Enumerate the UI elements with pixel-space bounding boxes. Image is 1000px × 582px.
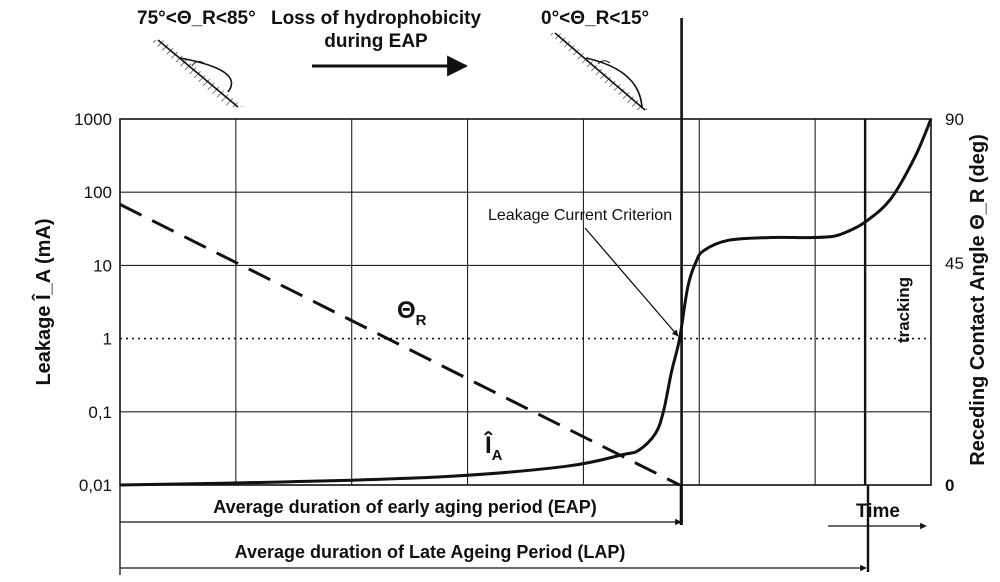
loss-line1: Loss of hydrophobicity bbox=[271, 8, 481, 29]
left-tick-label: 0,1 bbox=[88, 403, 112, 422]
time-label: Time bbox=[856, 501, 900, 522]
plot-frame bbox=[119, 118, 932, 486]
tracking-label: tracking bbox=[894, 277, 913, 343]
theta-r-dashed-line bbox=[119, 203, 681, 487]
droplet-after-icon bbox=[548, 32, 649, 111]
current-label: ÎA bbox=[484, 431, 503, 464]
lap-label: Average duration of Late Ageing Period (… bbox=[235, 542, 626, 562]
left-axis-title: Leakage Î_A (mA) bbox=[31, 218, 55, 385]
criterion-label: Leakage Current Criterion bbox=[488, 207, 672, 224]
left-tick-label: 1000 bbox=[74, 110, 112, 129]
right-tick-label: 45 bbox=[945, 254, 964, 273]
left-tick-label: 100 bbox=[84, 183, 112, 202]
loss-line2: during EAP bbox=[324, 31, 428, 52]
left-tick-labels: 1000 100 10 1 0,1 0,01 bbox=[74, 110, 112, 495]
left-tick-label: 10 bbox=[93, 256, 112, 275]
criterion-arrow bbox=[584, 227, 679, 337]
angle-after-label: 0°<Θ_R<15° bbox=[541, 8, 649, 29]
leakage-current-curve bbox=[119, 118, 933, 487]
angle-before-label: 75°<Θ_R<85° bbox=[137, 8, 256, 29]
left-tick-label: 1 bbox=[103, 330, 112, 349]
grid bbox=[120, 119, 931, 485]
theta-r-label: ΘR bbox=[397, 297, 427, 329]
right-tick-label: 90 bbox=[945, 110, 964, 129]
right-tick-labels: 90 45 0 bbox=[945, 110, 964, 495]
eap-label: Average duration of early aging period (… bbox=[213, 497, 596, 517]
right-tick-label: 0 bbox=[945, 476, 954, 495]
left-tick-label: 0,01 bbox=[79, 476, 112, 495]
droplet-before-icon bbox=[150, 39, 243, 108]
right-axis-title: Receding Contact Angle Θ_R (deg) bbox=[967, 134, 989, 466]
